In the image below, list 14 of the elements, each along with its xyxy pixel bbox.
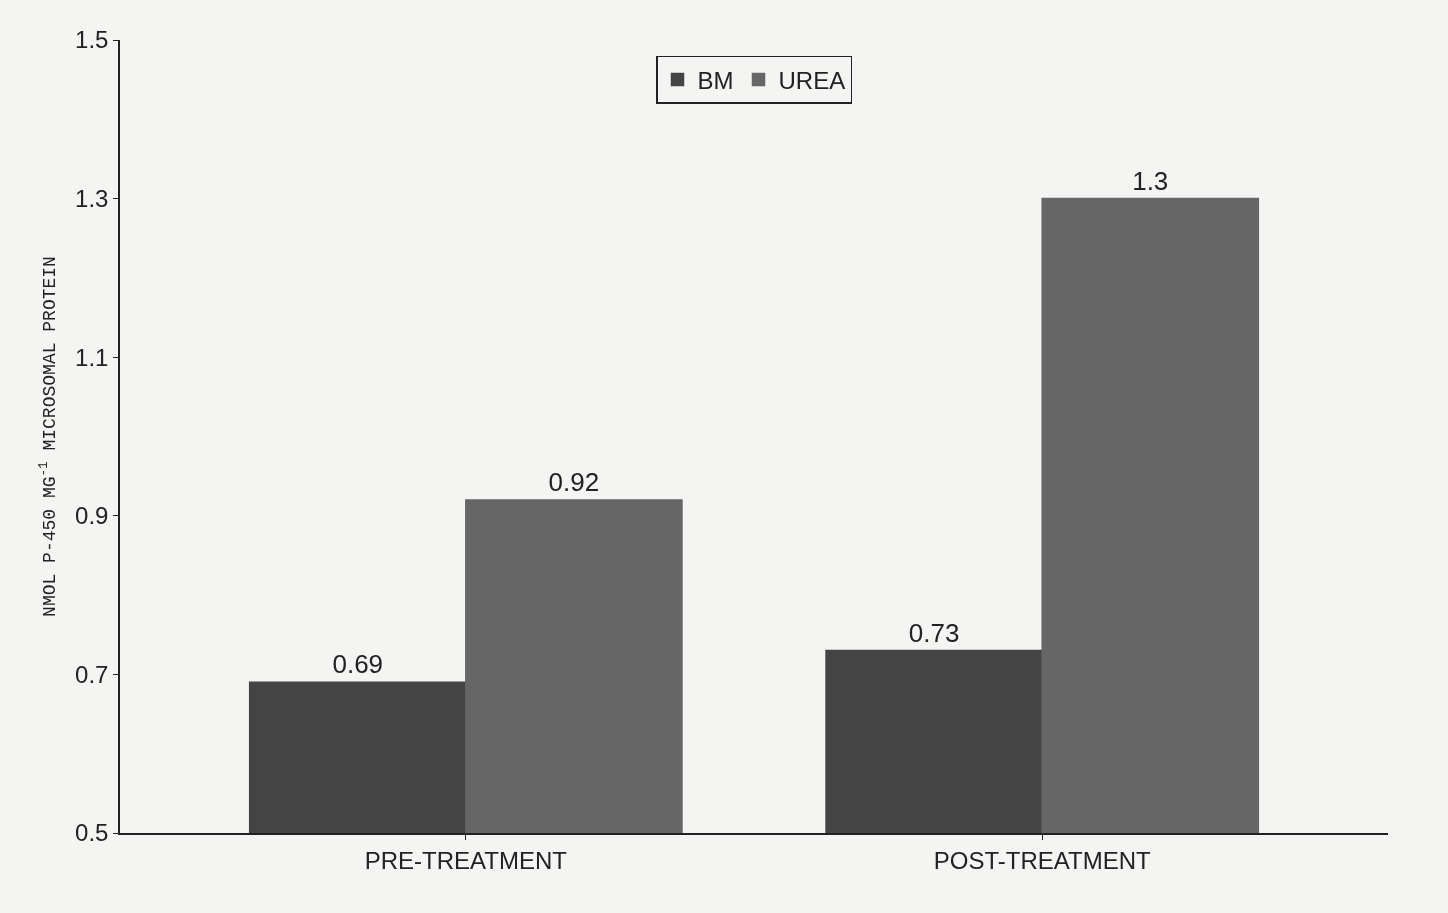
legend-label: UREA xyxy=(778,66,846,94)
y-tick-label: 0.9 xyxy=(75,502,109,530)
y-tick-label: 1.5 xyxy=(75,26,109,54)
y-tick-label: 0.5 xyxy=(75,819,109,847)
y-tick-label: 1.1 xyxy=(75,343,109,371)
y-tick-label: 1.3 xyxy=(75,185,109,212)
legend-label: BM xyxy=(697,66,734,94)
y-tick-label: 0.7 xyxy=(75,660,109,688)
data-label: 1.3 xyxy=(1132,165,1169,196)
data-label: 0.69 xyxy=(332,649,384,680)
x-tick-label: POST-TREATMENT xyxy=(933,846,1151,874)
data-label: 0.73 xyxy=(908,617,960,648)
x-tick-label: PRE-TREATMENT xyxy=(364,846,568,874)
data-label: 0.92 xyxy=(548,466,600,497)
